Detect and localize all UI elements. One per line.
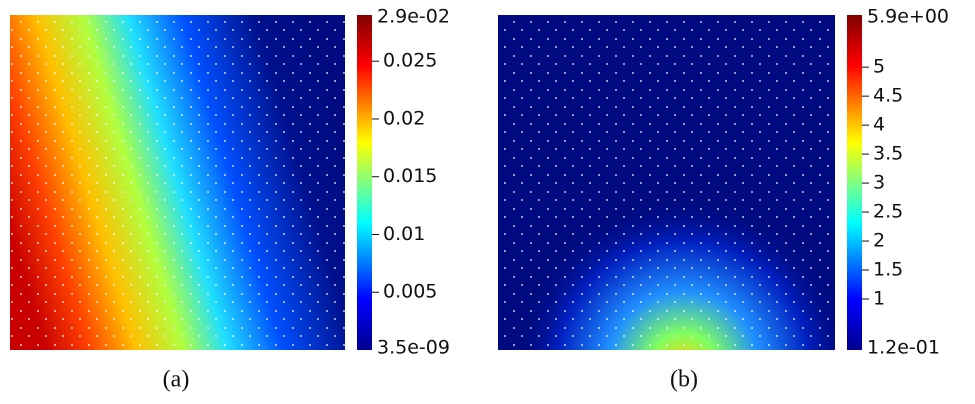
tick-label: 4.5 — [873, 85, 903, 107]
tick-label: 5 — [873, 56, 885, 78]
tick-label: 3 — [873, 172, 885, 194]
caption: (a) — [163, 367, 190, 393]
colorbar — [847, 15, 862, 350]
tick-label: 0.02 — [383, 107, 425, 129]
colorbar — [357, 15, 372, 350]
colorbar-max: 5.9e+00 — [867, 6, 949, 28]
colorbar-max: 2.9e-02 — [377, 6, 450, 28]
colorbar-min: 3.5e-09 — [377, 337, 450, 359]
tick-label: 3.5 — [873, 143, 903, 165]
mesh-b — [498, 15, 835, 350]
tick-label: 0.025 — [383, 50, 437, 72]
tick-label: 1.5 — [873, 259, 903, 281]
tick-label: 0.01 — [383, 223, 425, 245]
mesh-a — [10, 15, 345, 350]
tick-label: 1 — [873, 287, 885, 309]
tick-label: 4 — [873, 114, 885, 136]
caption: (b) — [670, 367, 698, 393]
tick-label: 0.015 — [383, 165, 437, 187]
figure: 2.9e-02 3.5e-09 0.005 0.01 0.015 0.02 0.025 (a)… — [0, 0, 975, 404]
tick-label: 0.005 — [383, 281, 437, 303]
tick-label: 2 — [873, 230, 885, 252]
colorbar-min: 1.2e-01 — [867, 337, 940, 359]
tick-label: 2.5 — [873, 201, 903, 223]
